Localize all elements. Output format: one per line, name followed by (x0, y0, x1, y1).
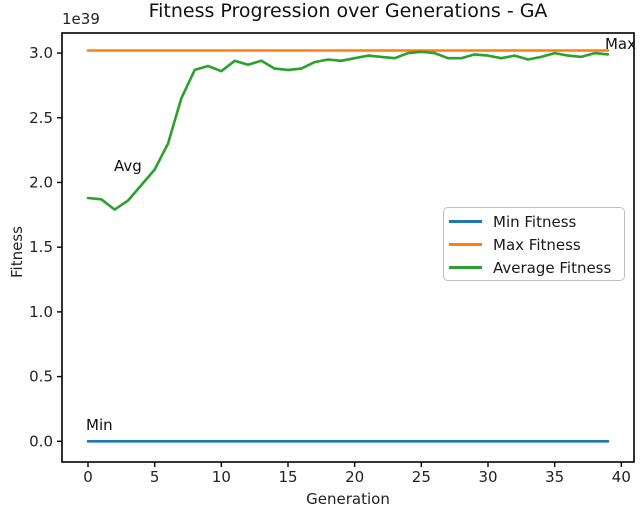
y-tick-label: 1.5 (29, 238, 53, 256)
x-tick-label: 30 (478, 468, 497, 486)
y-tick-label: 2.5 (29, 109, 53, 127)
x-tick-label: 35 (545, 468, 564, 486)
annotation-min: Min (86, 416, 113, 434)
y-tick-label: 2.0 (29, 173, 53, 191)
legend-entry-max-fitness: Max Fitness (444, 233, 624, 256)
x-tick-label: 20 (345, 468, 364, 486)
average-fitness-line (86, 50, 610, 211)
x-tick-label: 25 (412, 468, 431, 486)
x-tick-label: 5 (150, 468, 160, 486)
max-fitness-swatch-icon (449, 243, 482, 246)
y-axis-offset-text: 1e39 (62, 10, 100, 28)
annotation-max: Max (604, 35, 636, 53)
y-tick-label: 1.0 (29, 303, 53, 321)
chart-title: Fitness Progression over Generations - G… (148, 0, 548, 22)
legend-label: Average Fitness (493, 258, 612, 277)
legend: Min Fitness Max Fitness Average Fitness (443, 207, 625, 281)
x-tick-label: 10 (212, 468, 231, 486)
y-tick-label: 0.0 (29, 432, 53, 450)
legend-entry-average-fitness: Average Fitness (444, 256, 624, 279)
annotation-avg: Avg (114, 157, 142, 175)
y-tick-label: 0.5 (29, 368, 53, 386)
x-tick-label: 40 (612, 468, 631, 486)
x-tick-label: 0 (83, 468, 93, 486)
y-axis-label: Fitness (8, 226, 26, 278)
legend-label: Min Fitness (493, 212, 577, 231)
x-axis-label: Generation (306, 490, 390, 508)
y-tick-label: 3.0 (29, 44, 53, 62)
min-fitness-swatch-icon (449, 220, 482, 223)
legend-label: Max Fitness (493, 235, 581, 254)
average-fitness-swatch-icon (449, 266, 482, 269)
legend-entry-min-fitness: Min Fitness (444, 210, 624, 233)
x-tick-label: 15 (278, 468, 297, 486)
